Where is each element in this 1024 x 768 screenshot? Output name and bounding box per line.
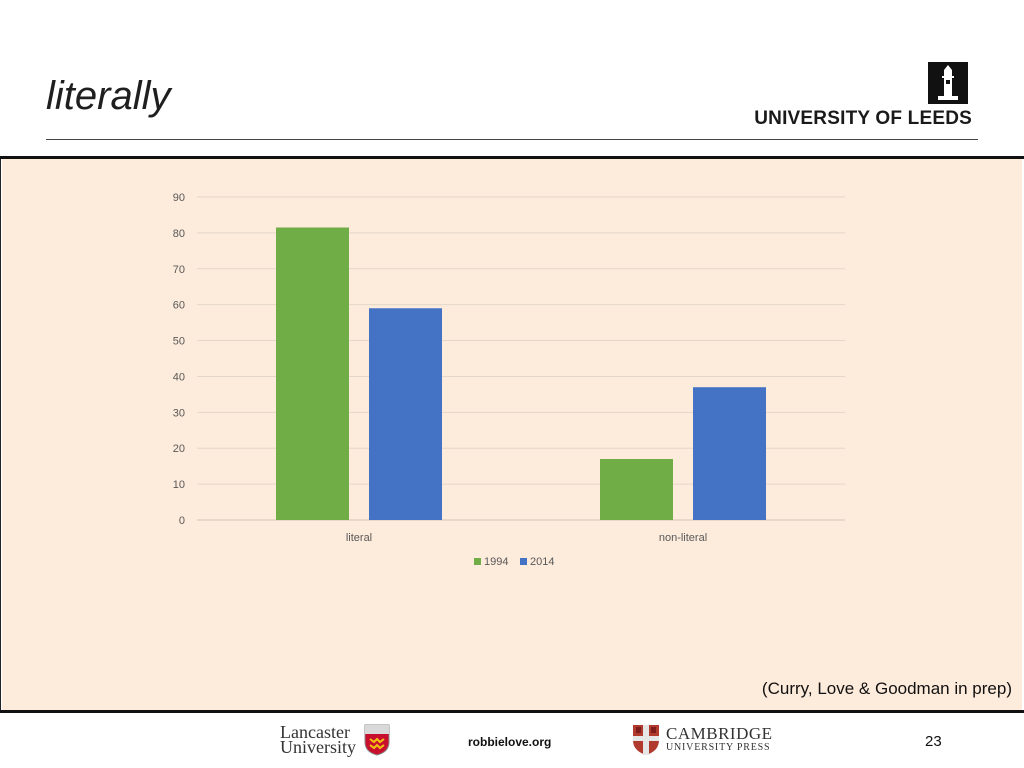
content-area [2,159,1022,710]
y-tick-label: 80 [173,228,185,240]
university-of-leeds-logo: UNIVERSITY OF LEEDS [748,62,972,130]
y-tick-label: 50 [173,336,185,348]
lancaster-wordmark-line2: University [280,737,356,757]
leeds-wordmark: UNIVERSITY OF LEEDS [754,108,972,129]
content-top-band [0,156,1024,159]
slide-title: literally [46,74,171,118]
y-tick-label: 0 [179,515,185,527]
legend-label-1994: 1994 [484,556,508,568]
bar-2014-non-literal [693,387,766,520]
y-tick-label: 30 [173,407,185,419]
slide-header: literally UNIVERSITY OF LEEDS [0,0,1024,158]
bar-2014-literal [369,308,442,520]
cambridge-wordmark-line1: CAMBRIDGE [666,724,773,743]
legend-label-2014: 2014 [530,556,554,568]
lancaster-wordmark-line1: Lancaster [280,722,350,742]
leeds-parkinson-tower-icon [928,62,968,104]
cambridge-university-press-logo: CAMBRIDGE UNIVERSITY PRESS [632,724,782,758]
x-tick-label: non-literal [659,532,707,544]
cambridge-wordmark-line2: UNIVERSITY PRESS [666,742,771,753]
header-divider [46,139,978,140]
y-tick-label: 20 [173,443,185,455]
y-tick-label: 70 [173,264,185,276]
y-tick-label: 60 [173,300,185,312]
legend-swatch-1994 [474,558,481,565]
bar-1994-non-literal [600,458,673,520]
page-number: 23 [925,733,942,750]
legend-swatch-2014 [520,558,527,565]
x-tick-label: literal [346,532,372,544]
citation: (Curry, Love & Goodman in prep) [761,679,1012,698]
lancaster-crest-icon [364,724,390,756]
content-bottom-band [0,710,1024,713]
slide-footer [0,713,1024,768]
y-tick-label: 10 [173,479,185,491]
cambridge-crest-icon [633,725,659,755]
y-tick-label: 90 [173,192,185,204]
bar-chart: 0 10 20 30 40 50 60 70 80 90 literal non-literal 199… [173,192,845,568]
lancaster-university-logo: Lancaster University [280,722,395,758]
website-link[interactable]: robbielove.org [468,735,552,749]
y-tick-label: 40 [173,371,185,383]
bar-1994-literal [276,227,349,520]
